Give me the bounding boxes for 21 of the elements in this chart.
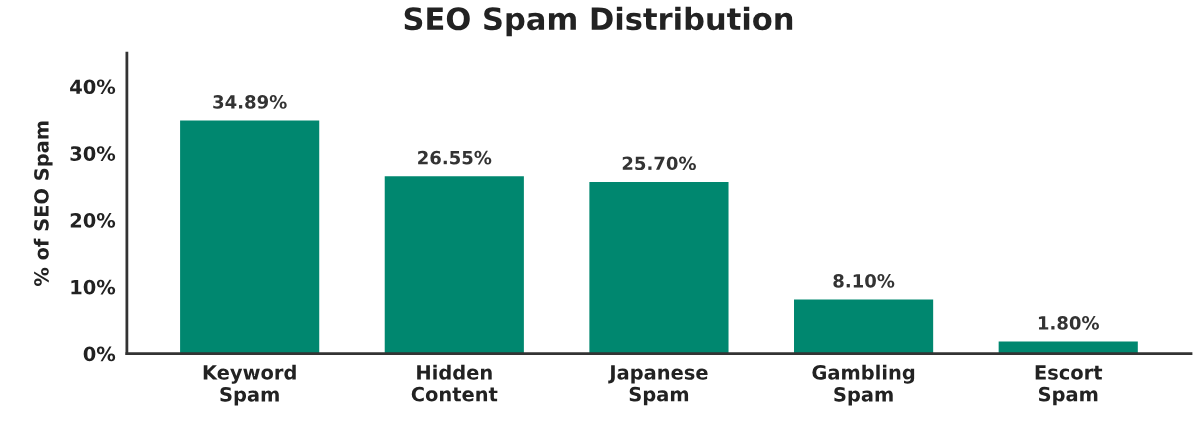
y-tick-label: 20% [70,212,116,228]
y-tick-label: 30% [70,146,116,161]
bar [794,299,934,354]
chart-title: SEO Spam Distribution [404,6,793,37]
data-label: 26.55% [418,150,492,165]
y-tick-label: 0% [83,346,116,362]
x-tick-label: Hidden Content [411,364,498,402]
bar [589,181,729,354]
x-tick-label: Keyword Spam [203,364,296,406]
bar [180,120,320,354]
y-tick-label: 40% [70,79,116,95]
x-tick-label: Escort Spam [1035,365,1103,406]
data-label: 34.89% [213,95,287,109]
x-tick-label: Gambling Spam [812,364,915,406]
data-label: 1.80% [1038,316,1099,330]
data-label: 25.70% [622,156,696,171]
data-label: 8.10% [833,274,895,288]
y-axis-title: % of SEO Spam [33,121,53,287]
y-tick-label: 10% [71,279,116,295]
bar [384,176,524,354]
x-tick-label: Japanese Spam [608,365,708,406]
